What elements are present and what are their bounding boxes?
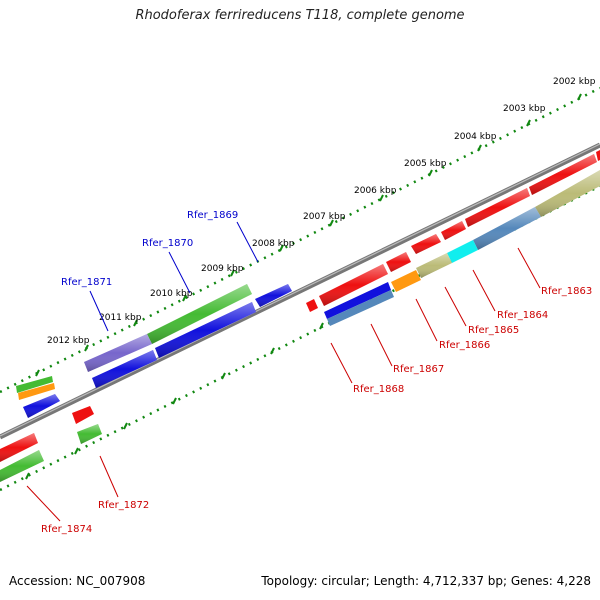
gene-label-rfer-1868[interactable]: Rfer_1868 [353,384,404,395]
accession-label: Accession: NC_007908 [9,574,146,588]
scale-label-2002: 2002 kbp [553,77,596,87]
scale-label-2009: 2009 kbp [201,264,244,274]
gene-arrow[interactable] [18,383,55,400]
forward-leader-lines [89,221,259,332]
gene-arrow[interactable] [72,406,94,424]
gene-arrow[interactable] [327,290,394,326]
forward-strand-genes [16,150,600,400]
scale-label-2005: 2005 kbp [404,159,447,169]
gene-arrow[interactable] [447,240,478,263]
gene-label-rfer-1864[interactable]: Rfer_1864 [497,310,548,321]
gene-arrow[interactable] [306,299,318,312]
scale-label-2008: 2008 kbp [252,239,295,249]
gene-arrow[interactable] [596,150,600,161]
reverse-gene-labels: Rfer_1863 Rfer_1864 Rfer_1865 Rfer_1866 … [41,286,592,535]
gene-label-rfer-1866[interactable]: Rfer_1866 [439,340,490,351]
gene-arrow[interactable] [16,376,53,393]
gene-label-rfer-1871[interactable]: Rfer_1871 [61,277,112,288]
upper-major-ticks [35,93,582,377]
scale-label-2011: 2011 kbp [99,313,142,323]
gene-label-rfer-1874[interactable]: Rfer_1874 [41,524,92,535]
scale-label-2006: 2006 kbp [354,186,397,196]
reverse-strand-genes [0,170,600,482]
gene-label-rfer-1869[interactable]: Rfer_1869 [187,210,238,221]
scale-label-2004: 2004 kbp [454,132,497,142]
gene-label-rfer-1870[interactable]: Rfer_1870 [142,238,193,249]
scale-label-2003: 2003 kbp [503,104,546,114]
gene-arrow[interactable] [324,282,391,319]
reverse-leader-lines [26,247,541,522]
scale-label-2010: 2010 kbp [150,289,193,299]
map-title: Rhodoferax ferrireducens T118, complete … [135,8,465,23]
gene-arrow[interactable] [391,270,421,292]
gene-label-rfer-1872[interactable]: Rfer_1872 [98,500,149,511]
genome-backbone [0,142,600,440]
gene-label-rfer-1863[interactable]: Rfer_1863 [541,286,592,297]
scale-label-2012: 2012 kbp [47,336,90,346]
forward-gene-labels: Rfer_1869 Rfer_1870 Rfer_1871 [61,210,238,288]
upper-scale-line [0,86,600,394]
genome-summary-label: Topology: circular; Length: 4,712,337 bp… [261,574,591,588]
scale-labels: 2002 kbp 2003 kbp 2004 kbp 2005 kbp 2006… [47,77,596,346]
scale-label-2007: 2007 kbp [303,212,346,222]
gene-label-rfer-1867[interactable]: Rfer_1867 [393,364,444,375]
gene-label-rfer-1865[interactable]: Rfer_1865 [468,325,519,336]
